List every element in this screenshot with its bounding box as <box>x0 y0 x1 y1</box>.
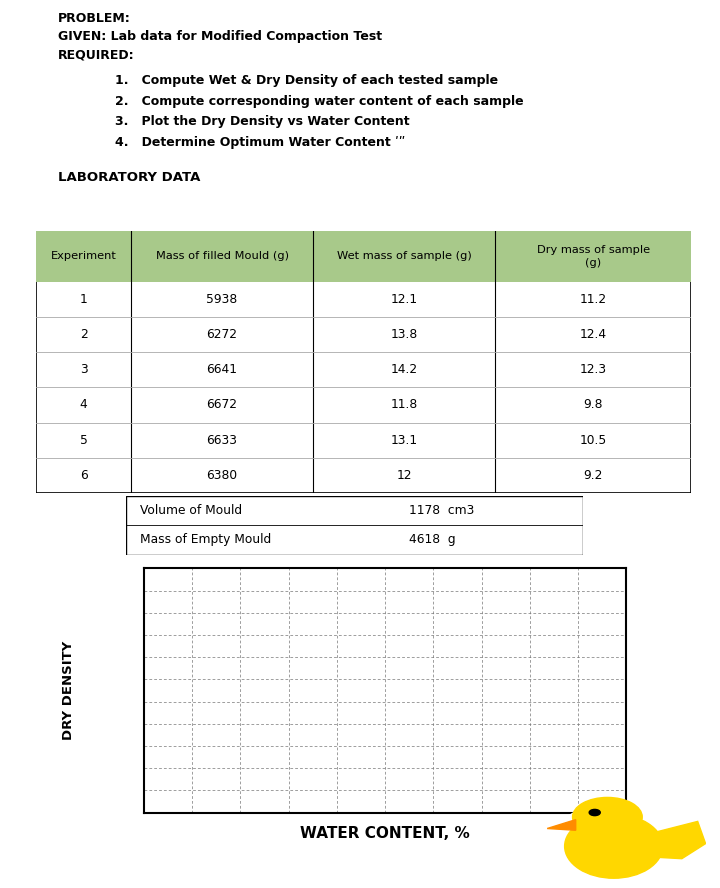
Text: Wet mass of sample (g): Wet mass of sample (g) <box>337 251 472 261</box>
Ellipse shape <box>564 814 663 878</box>
Text: Volume of Mould: Volume of Mould <box>140 504 242 518</box>
X-axis label: WATER CONTENT, %: WATER CONTENT, % <box>300 827 470 842</box>
Text: 11.2: 11.2 <box>580 293 607 306</box>
Text: 6633: 6633 <box>207 433 238 447</box>
Text: 9.8: 9.8 <box>583 399 603 411</box>
Polygon shape <box>547 820 576 830</box>
Text: 1: 1 <box>80 293 87 306</box>
Text: REQUIRED:: REQUIRED: <box>58 49 134 61</box>
Text: 12.3: 12.3 <box>580 363 607 377</box>
Text: 5938: 5938 <box>207 293 238 306</box>
Text: 1178  cm3: 1178 cm3 <box>410 504 474 518</box>
Circle shape <box>572 797 642 836</box>
Text: 10.5: 10.5 <box>580 433 607 447</box>
Text: 12.1: 12.1 <box>391 293 418 306</box>
Circle shape <box>550 801 703 886</box>
Text: 6672: 6672 <box>207 399 238 411</box>
Text: 12: 12 <box>397 469 412 482</box>
Text: 2.   Compute corresponding water content of each sample: 2. Compute corresponding water content o… <box>115 95 524 107</box>
Text: 3.   Plot the Dry Density vs Water Content: 3. Plot the Dry Density vs Water Content <box>115 115 410 129</box>
Circle shape <box>589 810 600 815</box>
Text: Mass of Empty Mould: Mass of Empty Mould <box>140 533 271 546</box>
Text: 13.8: 13.8 <box>390 329 418 341</box>
Text: Experiment: Experiment <box>50 251 117 261</box>
Text: 3: 3 <box>80 363 87 377</box>
Bar <box>36 231 691 282</box>
Text: 5: 5 <box>80 433 87 447</box>
Text: 13.1: 13.1 <box>391 433 418 447</box>
Text: 1.   Compute Wet & Dry Density of each tested sample: 1. Compute Wet & Dry Density of each tes… <box>115 74 498 87</box>
Text: 6: 6 <box>80 469 87 482</box>
Text: PROBLEM:: PROBLEM: <box>58 12 130 25</box>
Text: 2: 2 <box>80 329 87 341</box>
Text: 11.8: 11.8 <box>390 399 418 411</box>
Text: 6641: 6641 <box>207 363 238 377</box>
Text: 6272: 6272 <box>207 329 238 341</box>
Text: 12.4: 12.4 <box>580 329 607 341</box>
Text: DRY DENSITY: DRY DENSITY <box>62 641 75 740</box>
Text: LABORATORY DATA: LABORATORY DATA <box>58 170 200 184</box>
Text: 6380: 6380 <box>207 469 238 482</box>
Text: 4618  g: 4618 g <box>410 533 456 546</box>
Text: 4.   Determine Optimum Water Content ʹʺ: 4. Determine Optimum Water Content ʹʺ <box>115 136 405 149</box>
Text: 4: 4 <box>80 399 87 411</box>
Text: Dry mass of sample
(g): Dry mass of sample (g) <box>536 245 650 267</box>
Text: GIVEN: Lab data for Modified Compaction Test: GIVEN: Lab data for Modified Compaction … <box>58 30 382 43</box>
Polygon shape <box>645 821 706 859</box>
Text: 14.2: 14.2 <box>391 363 418 377</box>
Text: 9.2: 9.2 <box>584 469 603 482</box>
Text: Mass of filled Mould (g): Mass of filled Mould (g) <box>156 251 289 261</box>
